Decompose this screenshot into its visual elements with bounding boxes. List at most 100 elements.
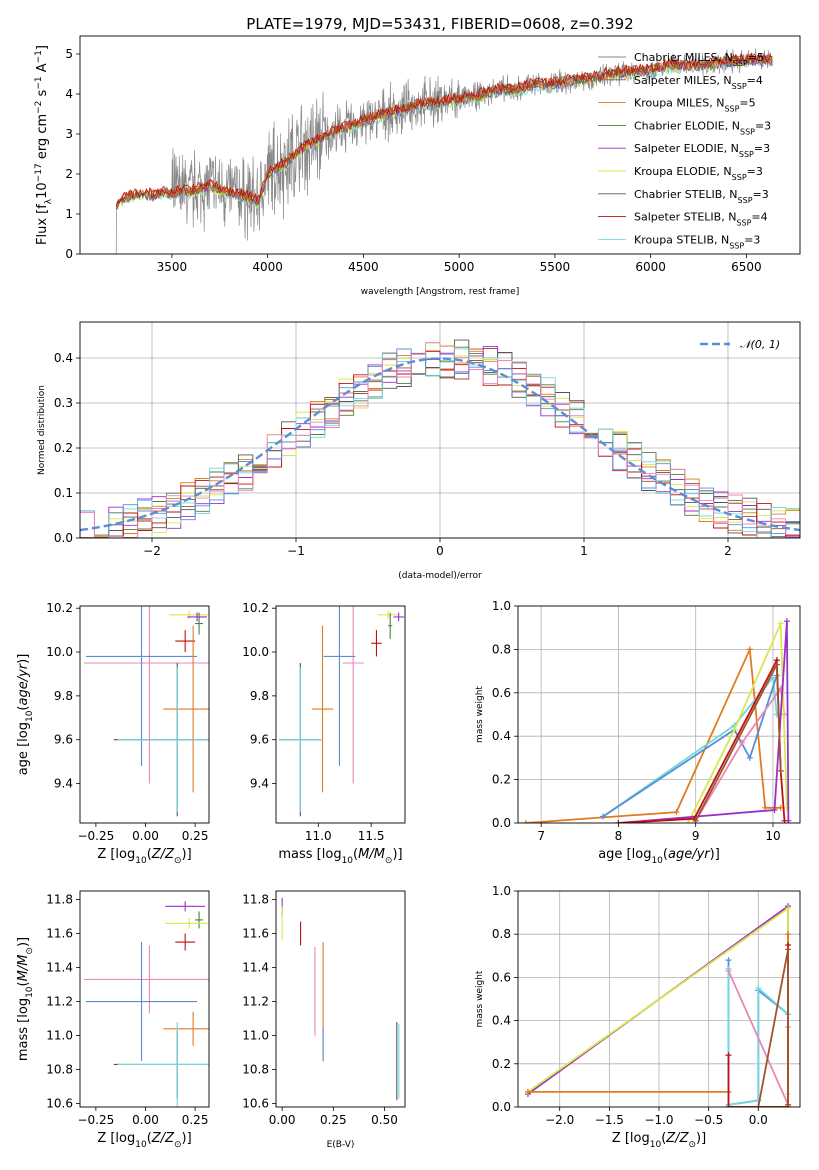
legend-label-part: =4 <box>751 211 767 224</box>
y-tick-label: 0.0 <box>492 1100 511 1114</box>
weight-marker <box>785 946 792 953</box>
label-part: s <box>35 89 50 100</box>
y-tick-label: 3 <box>65 127 73 141</box>
figure-title: PLATE=1979, MJD=53431, FIBERID=0608, z=0… <box>246 15 633 33</box>
label-part: ⊙ <box>174 856 182 866</box>
y-tick-label: 1.0 <box>492 884 511 898</box>
weight-marker <box>684 820 691 823</box>
label-part: −1 <box>34 76 44 89</box>
plot-area <box>281 897 400 1101</box>
legend-label: Kroupa STELIB, NSSP=3 <box>634 233 760 250</box>
x-tick-label: 0.25 <box>182 829 209 843</box>
x-tick-label: 0.25 <box>320 1113 347 1127</box>
x-tick-label: −2 <box>143 544 161 558</box>
label-part: erg cm <box>35 114 50 163</box>
label-part: mass weight <box>475 970 485 1027</box>
y-tick-label: 10.6 <box>46 1097 73 1111</box>
label-part: )] <box>182 847 192 862</box>
legend-label-part: SSP <box>738 195 753 204</box>
label-part: )] <box>392 847 402 862</box>
legend-label-part: =4 <box>747 74 763 87</box>
label-part: −1 <box>34 50 44 63</box>
label-part: 10 <box>25 710 35 722</box>
label-part: −17 <box>34 163 44 182</box>
y-tick-label: 0.2 <box>492 1057 511 1071</box>
weight-marker <box>771 806 778 813</box>
y-tick-label: 11.6 <box>46 927 73 941</box>
weight-marker <box>783 618 790 625</box>
weight-marker <box>773 661 780 668</box>
panel-age_vs_Z: −0.25 0.00 0.259.49.69.810.010.2Z [log10(Z… <box>16 601 210 866</box>
x-tick-label: 11.0 <box>305 829 332 843</box>
legend-label-part: SSP <box>732 173 747 182</box>
legend-label-part: =3 <box>753 188 769 201</box>
plot-area <box>114 48 774 254</box>
x-tick-label: −0.25 <box>77 1113 114 1127</box>
label-part: (data-model)/error <box>398 571 482 581</box>
axes-frame <box>79 605 210 824</box>
x-tick-label: 0.25 <box>182 1113 209 1127</box>
y-tick-label: 9.6 <box>250 733 269 747</box>
label-part: ( <box>16 706 31 711</box>
weight-marker <box>755 1104 762 1107</box>
plot-area <box>518 891 800 1107</box>
label-part: )] <box>696 1131 706 1146</box>
axes-frame <box>79 35 801 255</box>
panel-spectrum: 3500 4000 4500 5000 5500 6000 6500 0 1 2 3 4 5 wavele… <box>34 35 801 297</box>
y-tick-label: 9.4 <box>54 777 73 791</box>
y-tick-label: 9.8 <box>54 689 73 703</box>
x-axis-label: E(B-V) <box>327 1140 355 1150</box>
y-tick-label: 11.8 <box>242 893 269 907</box>
legend-label-part: =3 <box>744 233 760 246</box>
weight-marker <box>739 739 746 746</box>
panel-residuals: −2 −1 0 1 2 0.0 0.1 0.2 0.3 0.4 (data-model)/error… <box>37 321 801 581</box>
label-part: Z/Z <box>665 1131 689 1146</box>
y-axis-label: Flux [fλ10−17 erg cm−2 s−1 A−1] <box>34 45 54 245</box>
legend-label-part: =3 <box>754 142 770 155</box>
x-tick-label: 9 <box>692 829 700 843</box>
weight-line <box>687 623 788 823</box>
y-tick-label: 10.2 <box>242 601 269 615</box>
x-tick-label: −1.5 <box>595 1113 624 1127</box>
y-tick-label: 11.0 <box>46 1029 73 1043</box>
plot-area <box>83 606 209 817</box>
label-part: age/yr <box>16 662 31 705</box>
panel-mass_vs_Z: −0.25 0.00 0.25 10.6 10.8 11.0 11.2 11.4 11.6 11.… <box>16 890 210 1150</box>
weight-marker <box>777 620 784 627</box>
legend-label-part: =3 <box>755 119 771 132</box>
label-part: Z/Z <box>151 1131 175 1146</box>
label-part: Flux [f <box>35 204 50 245</box>
label-part: age [log <box>598 847 651 862</box>
label-part: −2 <box>34 101 44 114</box>
y-tick-label: 4 <box>65 87 73 101</box>
axes-frame <box>517 605 801 824</box>
y-tick-label: 10.2 <box>46 601 73 615</box>
legend-label-part: SSP <box>729 241 744 250</box>
x-axis-label: wavelength [Angstrom, rest frame] <box>361 287 519 297</box>
x-tick-label: −1 <box>287 544 305 558</box>
legend-label-part: Chabrier STELIB, N <box>634 188 738 201</box>
x-tick-label: 8 <box>615 829 623 843</box>
label-part: ( <box>353 847 358 862</box>
label-part: ⊙ <box>688 1140 696 1150</box>
x-tick-label: 10 <box>765 829 780 843</box>
x-tick-label: 0.00 <box>132 1113 159 1127</box>
y-tick-label: 1 <box>65 207 73 221</box>
weight-marker <box>673 809 680 816</box>
y-tick-label: 0.3 <box>54 396 73 410</box>
model-spectrum-line <box>116 52 773 207</box>
x-tick-label: 0.0 <box>749 1113 768 1127</box>
x-axis-label: Z [log10(Z/Z⊙)] <box>97 847 191 866</box>
x-axis-label: (data-model)/error <box>398 571 482 581</box>
y-tick-label: 11.6 <box>242 927 269 941</box>
histogram-step <box>80 350 800 538</box>
label-part: mass [log <box>278 847 341 862</box>
label-part: 10 <box>135 856 147 866</box>
label-part: M/M <box>358 847 385 862</box>
y-tick-label: 11.0 <box>242 1029 269 1043</box>
x-tick-label: 4000 <box>252 260 283 274</box>
label-part: age/yr <box>668 847 711 862</box>
label-part: ( <box>147 847 152 862</box>
y-tick-label: 10.0 <box>46 645 73 659</box>
plot-area <box>80 322 800 538</box>
